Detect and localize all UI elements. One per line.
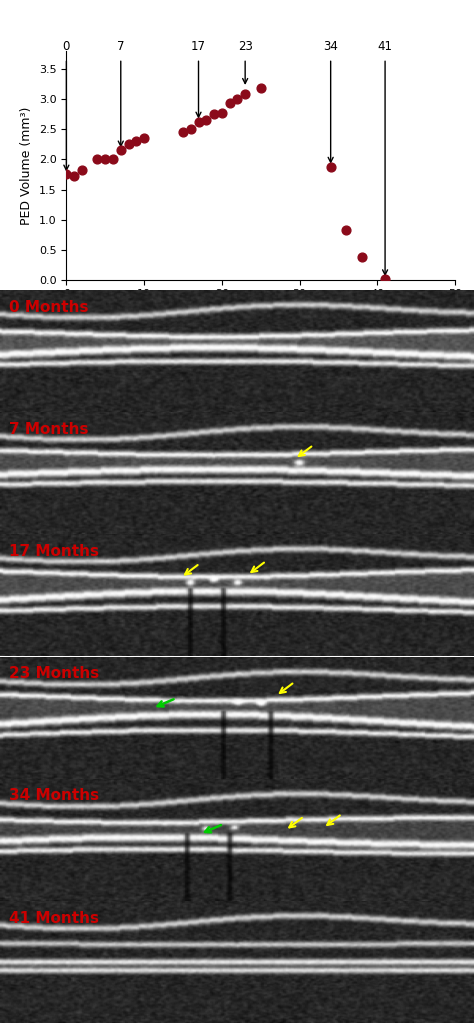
Point: [234, 91, 241, 107]
Point: [63, 167, 70, 183]
Text: 23: 23: [238, 40, 253, 53]
Point: [101, 151, 109, 168]
Y-axis label: PED Volume (mm³): PED Volume (mm³): [20, 106, 33, 225]
Point: [70, 168, 78, 184]
Point: [210, 106, 218, 123]
Point: [133, 133, 140, 149]
Text: 41: 41: [378, 40, 392, 53]
Point: [342, 222, 350, 238]
Text: 34 Months: 34 Months: [9, 789, 100, 803]
Text: 41 Months: 41 Months: [9, 910, 100, 926]
Point: [257, 80, 264, 96]
Point: [187, 121, 194, 137]
Point: [218, 105, 226, 122]
Point: [226, 95, 233, 112]
Point: [179, 124, 187, 140]
Point: [78, 162, 86, 178]
Text: 0: 0: [63, 40, 70, 53]
Point: [94, 151, 101, 168]
Text: 0 Months: 0 Months: [9, 300, 89, 315]
Point: [381, 271, 389, 287]
Point: [241, 86, 249, 102]
Text: 17: 17: [191, 40, 206, 53]
Text: 7: 7: [117, 40, 125, 53]
Text: 34: 34: [323, 40, 338, 53]
Point: [140, 130, 148, 146]
X-axis label: Time (Months): Time (Months): [216, 305, 306, 318]
Point: [117, 142, 125, 159]
Text: 23 Months: 23 Months: [9, 666, 100, 681]
Text: 17 Months: 17 Months: [9, 544, 100, 560]
Text: 7 Months: 7 Months: [9, 421, 89, 437]
Point: [125, 136, 132, 152]
Point: [109, 151, 117, 168]
Point: [358, 249, 365, 265]
Point: [195, 114, 202, 130]
Point: [202, 113, 210, 129]
Point: [327, 159, 335, 175]
